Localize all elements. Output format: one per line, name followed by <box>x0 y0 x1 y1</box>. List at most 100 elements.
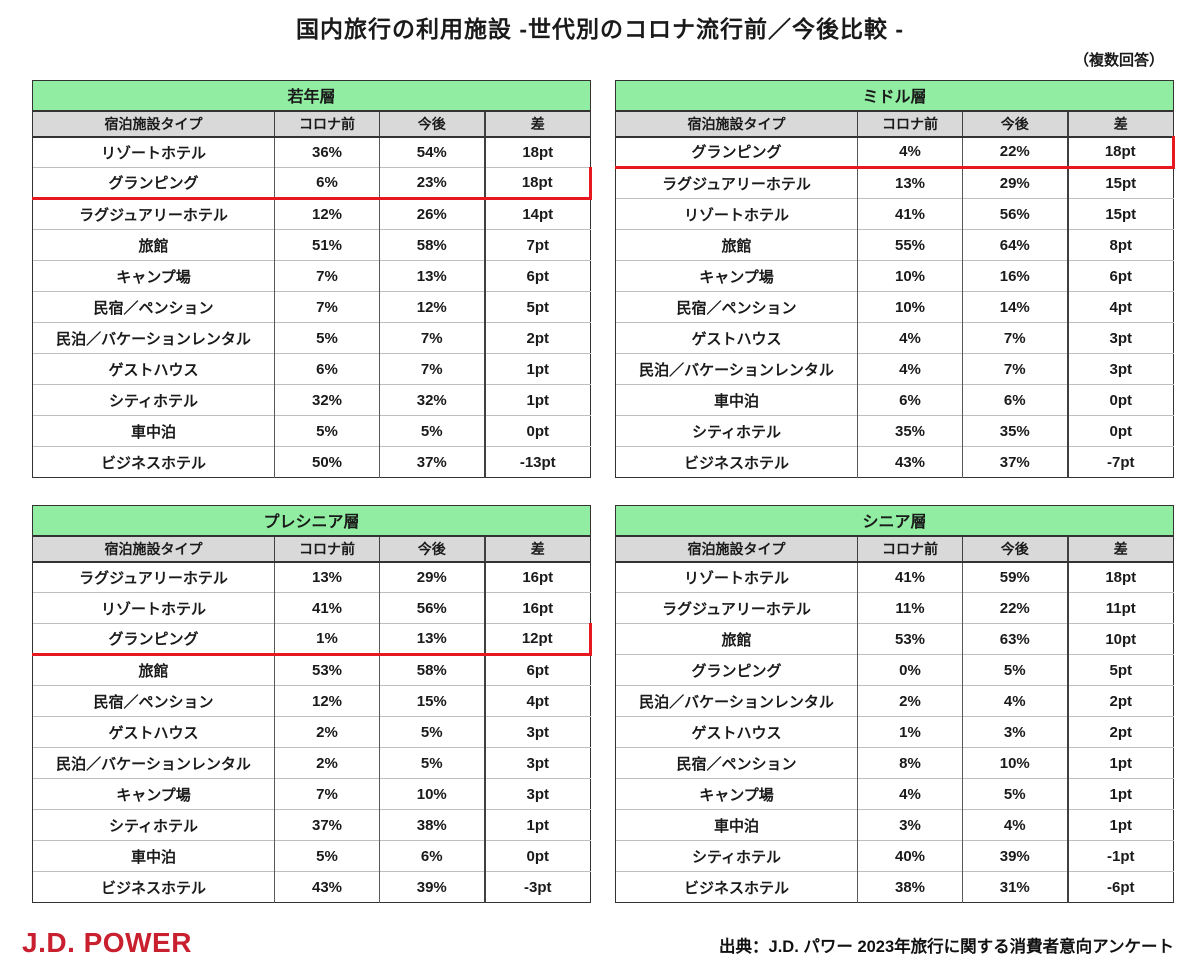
table-row: グランピング 0% 5% 5pt <box>615 654 1174 686</box>
cell-facility-type: ラグジュアリーホテル <box>32 561 275 593</box>
cell-diff: 7pt <box>483 229 591 261</box>
cell-corona-before: 6% <box>857 384 963 416</box>
cell-future: 29% <box>379 561 485 593</box>
table-row: 旅館 53% 58% 6pt <box>32 654 591 686</box>
table-row: ラグジュアリーホテル 12% 26% 14pt <box>32 198 591 230</box>
cell-facility-type: ゲストハウス <box>615 716 858 748</box>
cell-diff: 16pt <box>483 592 591 624</box>
cell-diff: 5pt <box>483 291 591 323</box>
column-header: コロナ前 <box>857 535 963 563</box>
column-header: コロナ前 <box>274 110 380 138</box>
column-header: 宿泊施設タイプ <box>32 535 275 563</box>
cell-facility-type: グランピング <box>615 654 858 686</box>
table-row: キャンプ場 7% 13% 6pt <box>32 260 591 292</box>
cell-diff: -7pt <box>1066 446 1174 478</box>
cell-future: 58% <box>379 654 485 686</box>
table-row: 車中泊 6% 6% 0pt <box>615 384 1174 416</box>
cell-diff: 4pt <box>1066 291 1174 323</box>
column-header-row: 宿泊施設タイプ コロナ前 今後差 <box>32 535 591 563</box>
table-row: ラグジュアリーホテル 13% 29% 16pt <box>32 561 591 593</box>
cell-corona-before: 35% <box>857 415 963 447</box>
cell-diff: 14pt <box>483 198 591 230</box>
cell-diff: 1pt <box>1066 809 1174 841</box>
generation-table: シニア層 宿泊施設タイプ コロナ前 今後差リゾートホテル 41% 59% 18pt ラグジュア… <box>614 505 1175 903</box>
table-title: ミドル層 <box>614 80 1175 112</box>
cell-future: 64% <box>962 229 1068 261</box>
cell-corona-before: 36% <box>274 136 380 168</box>
table-row: 車中泊 5% 6% 0pt <box>32 840 591 872</box>
table-row: 民宿／ペンション 8% 10% 1pt <box>615 747 1174 779</box>
cell-future: 38% <box>379 809 485 841</box>
cell-diff: 18pt <box>483 136 591 168</box>
cell-facility-type: シティホテル <box>32 809 275 841</box>
cell-future: 56% <box>379 592 485 624</box>
cell-diff: 6pt <box>483 654 591 686</box>
cell-future: 58% <box>379 229 485 261</box>
cell-facility-type: キャンプ場 <box>615 778 858 810</box>
cell-facility-type: グランピング <box>32 623 275 656</box>
table-row: リゾートホテル 41% 59% 18pt <box>615 561 1174 593</box>
cell-diff: 11pt <box>1066 592 1174 624</box>
cell-future: 35% <box>962 415 1068 447</box>
cell-facility-type: ラグジュアリーホテル <box>32 198 275 230</box>
cell-facility-type: 旅館 <box>32 229 275 261</box>
cell-corona-before: 2% <box>857 685 963 717</box>
cell-facility-type: 車中泊 <box>615 384 858 416</box>
cell-corona-before: 5% <box>274 415 380 447</box>
cell-diff: 0pt <box>483 415 591 447</box>
cell-diff: 1pt <box>483 384 591 416</box>
source-note: 出典：J.D. パワー 2023年旅行に関する消費者意向アンケート <box>719 938 1174 956</box>
cell-diff: 18pt <box>1066 561 1174 593</box>
cell-facility-type: 民泊／バケーションレンタル <box>32 322 275 354</box>
cell-future: 7% <box>379 353 485 385</box>
cell-facility-type: 旅館 <box>615 623 858 655</box>
column-header: 今後 <box>379 535 485 563</box>
cell-corona-before: 7% <box>274 260 380 292</box>
cell-facility-type: キャンプ場 <box>32 260 275 292</box>
cell-future: 5% <box>962 654 1068 686</box>
cell-future: 4% <box>962 809 1068 841</box>
cell-facility-type: シティホテル <box>615 840 858 872</box>
cell-corona-before: 4% <box>857 136 963 169</box>
cell-facility-type: リゾートホテル <box>615 198 858 230</box>
table-row: ゲストハウス 6% 7% 1pt <box>32 353 591 385</box>
cell-facility-type: シティホテル <box>615 415 858 447</box>
cell-future: 7% <box>962 353 1068 385</box>
cell-diff: 18pt <box>1066 136 1176 169</box>
table-row: ビジネスホテル 43% 37% -7pt <box>615 446 1174 478</box>
cell-facility-type: ビジネスホテル <box>615 446 858 478</box>
cell-future: 16% <box>962 260 1068 292</box>
cell-facility-type: ラグジュアリーホテル <box>615 592 858 624</box>
column-header: コロナ前 <box>857 110 963 138</box>
cell-facility-type: ゲストハウス <box>32 716 275 748</box>
cell-future: 37% <box>379 446 485 478</box>
cell-facility-type: ビジネスホテル <box>32 446 275 478</box>
cell-corona-before: 10% <box>857 260 963 292</box>
table-row: 民泊／バケーションレンタル 2% 4% 2pt <box>615 685 1174 717</box>
table-row: シティホテル 40% 39% -1pt <box>615 840 1174 872</box>
cell-diff: 0pt <box>1066 415 1174 447</box>
table-row: 民泊／バケーションレンタル 4% 7% 3pt <box>615 353 1174 385</box>
cell-future: 10% <box>962 747 1068 779</box>
cell-diff: 2pt <box>1066 716 1174 748</box>
tables-grid: 若年層 宿泊施設タイプ コロナ前 今後差リゾートホテル 36% 54% 18pt グランピング… <box>31 80 1176 903</box>
cell-corona-before: 53% <box>274 654 380 686</box>
generation-table: 若年層 宿泊施設タイプ コロナ前 今後差リゾートホテル 36% 54% 18pt グランピング… <box>31 80 593 478</box>
cell-future: 10% <box>379 778 485 810</box>
column-header-row: 宿泊施設タイプ コロナ前 今後差 <box>615 110 1174 138</box>
cell-facility-type: 旅館 <box>32 654 275 686</box>
table-row-highlighted: グランピング 1% 13% 12pt <box>32 623 593 656</box>
cell-diff: 2pt <box>1066 685 1174 717</box>
cell-diff: 6pt <box>483 260 591 292</box>
table-row: リゾートホテル 36% 54% 18pt <box>32 136 591 168</box>
table-row: 車中泊 3% 4% 1pt <box>615 809 1174 841</box>
cell-future: 54% <box>379 136 485 168</box>
cell-corona-before: 32% <box>274 384 380 416</box>
cell-facility-type: グランピング <box>615 136 858 169</box>
cell-future: 15% <box>379 685 485 717</box>
cell-facility-type: シティホテル <box>32 384 275 416</box>
cell-corona-before: 41% <box>857 198 963 230</box>
cell-corona-before: 4% <box>857 778 963 810</box>
cell-facility-type: キャンプ場 <box>32 778 275 810</box>
